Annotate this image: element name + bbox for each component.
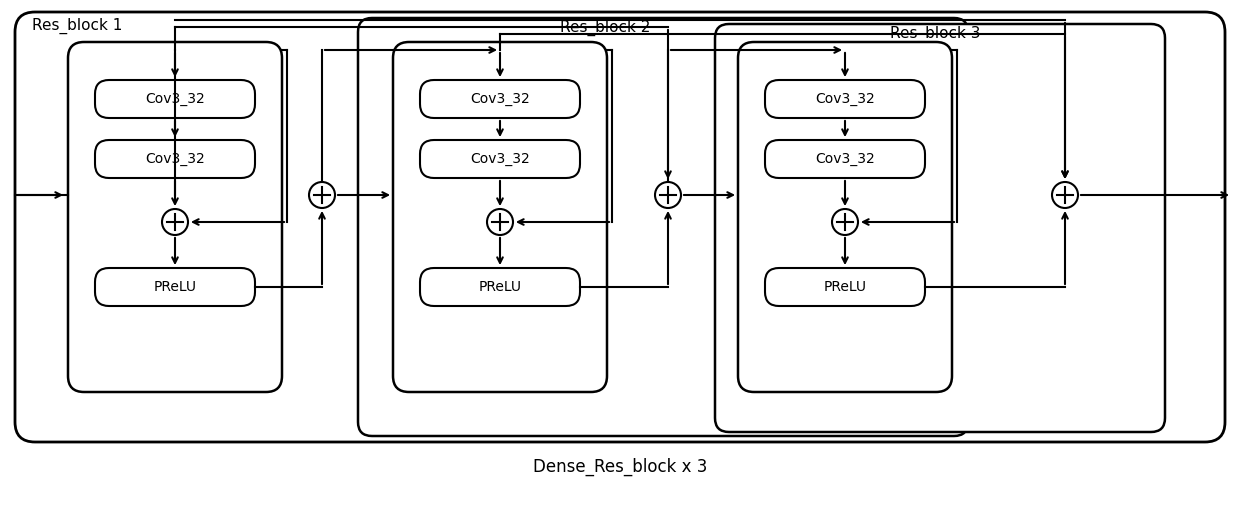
Text: PReLU: PReLU [154, 280, 196, 294]
FancyBboxPatch shape [765, 140, 925, 178]
Text: Cov3_32: Cov3_32 [815, 152, 875, 166]
Text: Cov3_32: Cov3_32 [470, 92, 529, 106]
FancyBboxPatch shape [95, 268, 255, 306]
Circle shape [487, 209, 513, 235]
Circle shape [655, 182, 681, 208]
Text: PReLU: PReLU [823, 280, 867, 294]
Circle shape [832, 209, 858, 235]
FancyBboxPatch shape [358, 18, 968, 436]
Text: Res_block 1: Res_block 1 [32, 18, 123, 34]
Circle shape [309, 182, 335, 208]
Text: Cov3_32: Cov3_32 [145, 152, 205, 166]
FancyBboxPatch shape [420, 80, 580, 118]
FancyBboxPatch shape [715, 24, 1166, 432]
Text: Dense_Res_block x 3: Dense_Res_block x 3 [533, 458, 707, 477]
Text: Cov3_32: Cov3_32 [145, 92, 205, 106]
FancyBboxPatch shape [420, 268, 580, 306]
FancyBboxPatch shape [68, 42, 281, 392]
Text: Cov3_32: Cov3_32 [470, 152, 529, 166]
FancyBboxPatch shape [765, 80, 925, 118]
FancyBboxPatch shape [765, 268, 925, 306]
FancyBboxPatch shape [738, 42, 952, 392]
Text: Res_block 3: Res_block 3 [890, 26, 981, 42]
FancyBboxPatch shape [15, 12, 1225, 442]
Text: PReLU: PReLU [479, 280, 522, 294]
FancyBboxPatch shape [95, 140, 255, 178]
Text: Res_block 2: Res_block 2 [560, 20, 650, 36]
FancyBboxPatch shape [95, 80, 255, 118]
FancyBboxPatch shape [420, 140, 580, 178]
Text: Cov3_32: Cov3_32 [815, 92, 875, 106]
Circle shape [1052, 182, 1078, 208]
FancyBboxPatch shape [393, 42, 608, 392]
Circle shape [162, 209, 188, 235]
